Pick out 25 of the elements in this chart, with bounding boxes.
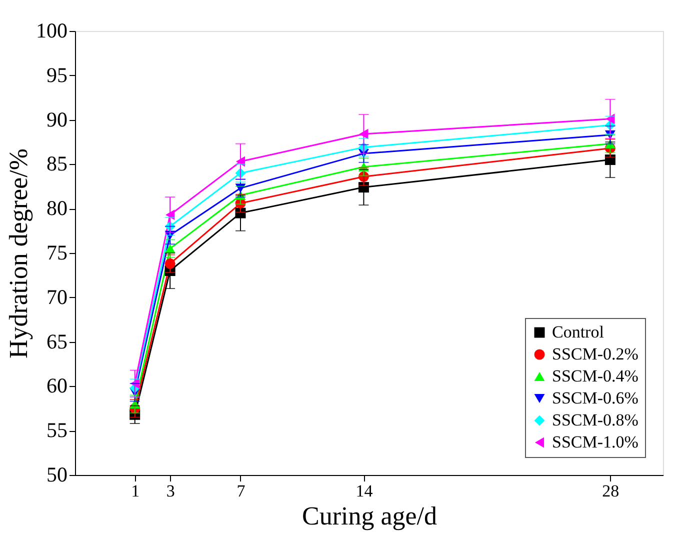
x-tick-label: 14 [356,482,374,500]
y-axis-title: Hydration degree/% [4,148,33,359]
legend-label: SSCM-0.6% [552,388,638,408]
y-tick-label: 90 [46,107,68,132]
legend-label: Control [552,322,604,342]
x-tick-label: 1 [131,482,140,500]
legend-label: SSCM-0.4% [552,366,638,386]
y-tick-label: 85 [46,152,68,176]
legend-label: SSCM-0.8% [552,410,638,430]
y-tick-label: 50 [46,462,68,486]
y-tick-label: 75 [46,240,68,264]
x-tick-label: 28 [602,482,620,500]
x-tick-label: 3 [166,482,175,500]
point [359,128,368,140]
y-tick-label: 60 [46,374,68,398]
x-tick-label: 7 [236,482,246,500]
y-tick-label: 70 [46,284,68,309]
y-tick-label: 65 [46,329,68,354]
y-tick-label: 95 [46,62,68,87]
x-axis-title: Curing age/d [302,502,438,530]
legend-label: SSCM-1.0% [552,432,638,452]
y-tick-label: 80 [46,196,68,220]
y-tick-label: 100 [36,18,68,42]
y-tick-label: 55 [46,418,68,442]
legend-label: SSCM-0.2% [552,344,638,364]
